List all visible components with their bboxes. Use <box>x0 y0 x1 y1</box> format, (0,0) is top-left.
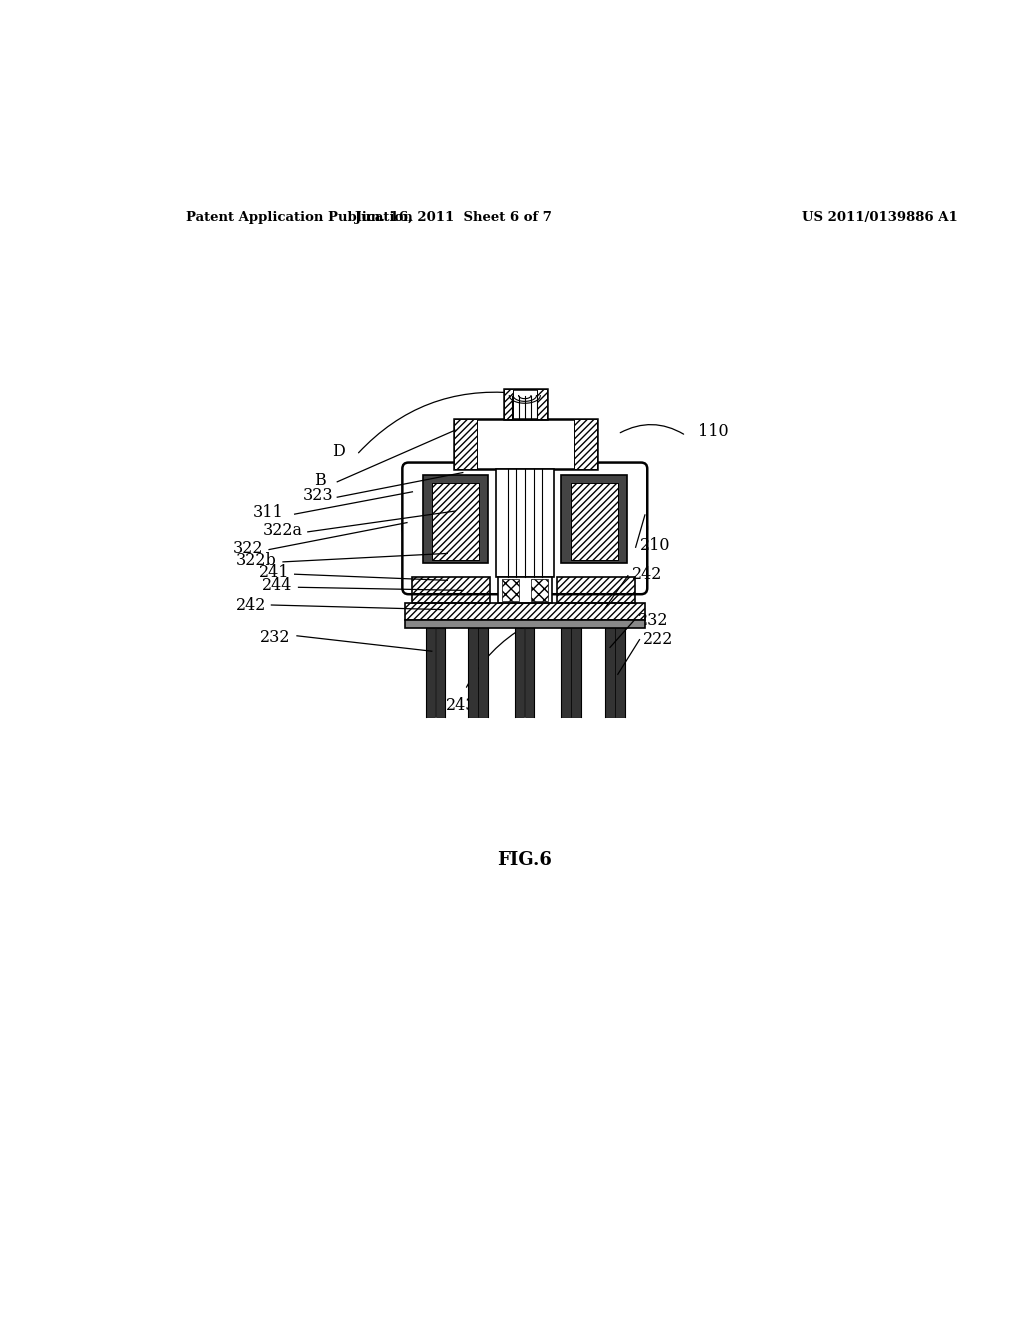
Text: Patent Application Publication: Patent Application Publication <box>186 211 413 224</box>
Text: 311: 311 <box>252 504 283 521</box>
Text: D: D <box>332 442 345 459</box>
Bar <box>570 483 617 560</box>
Bar <box>504 389 547 418</box>
Bar <box>561 475 627 564</box>
Bar <box>504 389 513 418</box>
Bar <box>432 483 479 560</box>
Bar <box>571 628 581 717</box>
Bar <box>478 628 487 717</box>
Text: 241: 241 <box>259 564 289 581</box>
Bar <box>496 469 554 577</box>
Bar <box>557 577 635 603</box>
Bar <box>454 418 477 469</box>
Ellipse shape <box>620 507 647 549</box>
Bar <box>468 628 477 717</box>
Bar <box>608 628 621 717</box>
Bar <box>471 628 483 717</box>
Text: 323: 323 <box>303 487 334 504</box>
Bar <box>573 418 597 469</box>
Bar <box>615 628 625 717</box>
Bar <box>502 578 518 601</box>
Bar <box>524 628 535 717</box>
Text: 322: 322 <box>233 540 263 557</box>
Bar <box>515 628 524 717</box>
Text: 110: 110 <box>697 424 728 441</box>
Bar <box>570 483 617 560</box>
Bar <box>454 418 597 469</box>
Bar <box>435 628 445 717</box>
Text: 222: 222 <box>643 631 674 648</box>
Bar <box>413 577 489 603</box>
Text: Jun. 16, 2011  Sheet 6 of 7: Jun. 16, 2011 Sheet 6 of 7 <box>355 211 552 224</box>
Text: 243: 243 <box>446 697 476 714</box>
Bar <box>561 628 570 717</box>
Text: 244: 244 <box>262 577 292 594</box>
Text: 242: 242 <box>236 597 266 614</box>
Text: B: B <box>314 471 326 488</box>
Text: 242: 242 <box>632 566 663 582</box>
Bar <box>426 628 435 717</box>
Text: 322b: 322b <box>237 552 276 569</box>
Bar <box>404 603 645 620</box>
Bar <box>432 483 479 560</box>
Text: FIG.6: FIG.6 <box>498 851 552 870</box>
Bar <box>564 628 577 717</box>
Bar <box>518 628 530 717</box>
Bar <box>404 620 645 628</box>
Text: 210: 210 <box>640 537 670 554</box>
Text: 232: 232 <box>260 628 291 645</box>
Bar <box>538 389 547 418</box>
Bar <box>429 628 441 717</box>
Bar <box>605 628 614 717</box>
FancyBboxPatch shape <box>402 462 647 594</box>
Bar <box>498 577 552 603</box>
Text: US 2011/0139886 A1: US 2011/0139886 A1 <box>802 211 958 224</box>
Bar <box>531 578 548 601</box>
Text: 232: 232 <box>638 612 669 628</box>
Ellipse shape <box>402 507 430 549</box>
Bar <box>423 475 488 564</box>
Text: 322a: 322a <box>262 521 302 539</box>
